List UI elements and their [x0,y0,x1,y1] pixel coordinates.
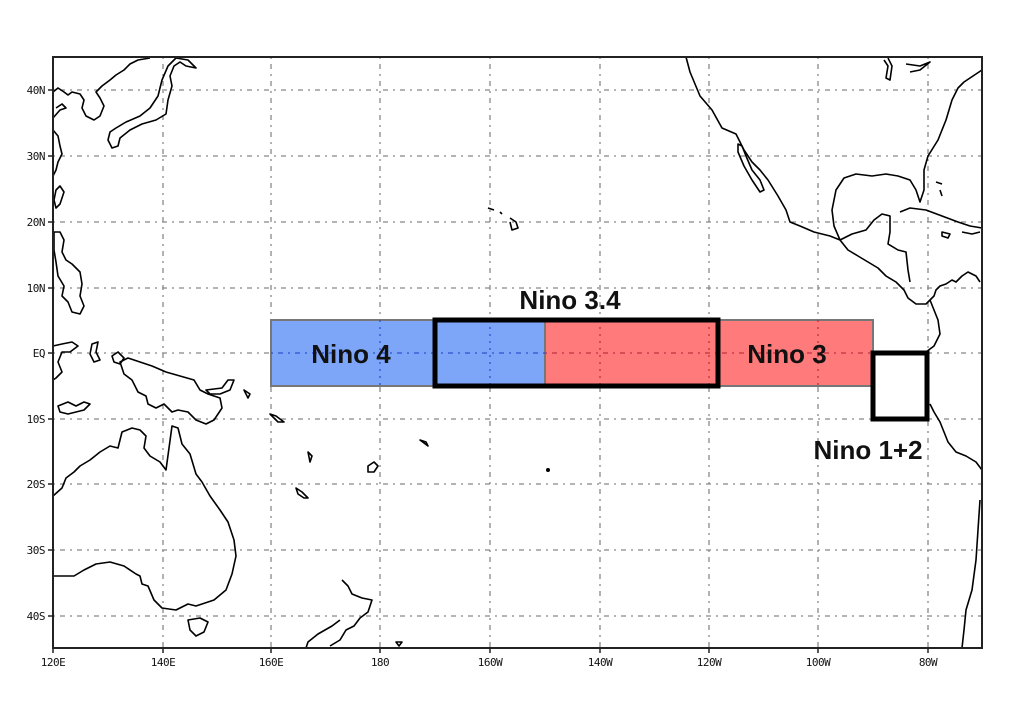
x-tick-80w: 80W [919,656,938,669]
coast-new-guinea [119,357,223,425]
x-tick-160e: 160E [259,656,284,669]
y-tick-eq: EQ [33,347,45,360]
coast-hispaniola [941,231,981,239]
coast-borneo [52,341,79,381]
coast-sulawesi [89,341,101,363]
coast-great-lakes [883,57,931,81]
nino-regions: Nino 4 Nino 3.4 Nino 3 Nino 1+2 [270,285,930,465]
y-tick-20s: 20S [27,478,45,491]
coast-east-asia [52,57,151,121]
coast-hawaii [487,207,519,231]
coast-north-america-west [685,56,981,305]
coast-gulf-mexico [831,69,983,241]
coast-new-britain [205,379,235,395]
coast-florida-keys [935,181,943,197]
y-tick-30s: 30S [27,544,45,557]
nino34-region[interactable] [432,317,721,389]
coastlines [52,56,983,649]
x-axis: 120E 140E 160E 180 160W 140W 120W 100W 8… [41,648,939,669]
coast-yucatan [839,213,911,283]
x-tick-160w: 160W [478,656,503,669]
nino4-label: Nino 4 [311,339,391,369]
coast-samoa [419,439,429,447]
coast-chatham [395,641,403,647]
y-axis: 40N 30N 20N 10N EQ 10S 20S 30S 40S [27,84,53,623]
coast-baja [737,143,765,193]
coast-new-caledonia [295,487,309,499]
coast-korea-west [52,103,67,119]
x-tick-140e: 140E [151,656,176,669]
coast-indonesia-south [57,401,91,415]
coast-solomon [243,389,251,399]
coast-tasmania [187,617,209,637]
nino3-label: Nino 3 [747,339,826,369]
island-dot [546,468,550,472]
y-tick-10s: 10S [27,413,45,426]
coast-china-south [52,129,63,177]
coast-australia [52,425,237,611]
coast-fiji [367,461,379,473]
coast-moluccas [111,351,125,365]
y-tick-20n: 20N [27,216,45,229]
nino12-label: Nino 1+2 [813,435,922,465]
x-tick-120e: 120E [41,656,66,669]
y-tick-40s: 40S [27,610,45,623]
y-tick-30n: 30N [27,150,45,163]
nino12-region[interactable] [870,350,930,422]
y-tick-10n: 10N [27,282,45,295]
coast-solomon-east [269,413,285,423]
coast-vanuatu [307,451,313,463]
coast-peru-chile [929,403,983,649]
y-tick-40n: 40N [27,84,45,97]
x-tick-120w: 120W [697,656,722,669]
coast-new-zealand [305,579,373,649]
coast-japan [107,57,197,149]
x-tick-180: 180 [371,656,389,669]
coast-taiwan [53,185,65,209]
coast-south-america-west [925,299,941,353]
coast-cuba [899,207,983,229]
coast-philippines [53,231,85,315]
x-tick-100w: 100W [806,656,831,669]
nino34-label: Nino 3.4 [519,285,621,315]
x-tick-140w: 140W [588,656,613,669]
